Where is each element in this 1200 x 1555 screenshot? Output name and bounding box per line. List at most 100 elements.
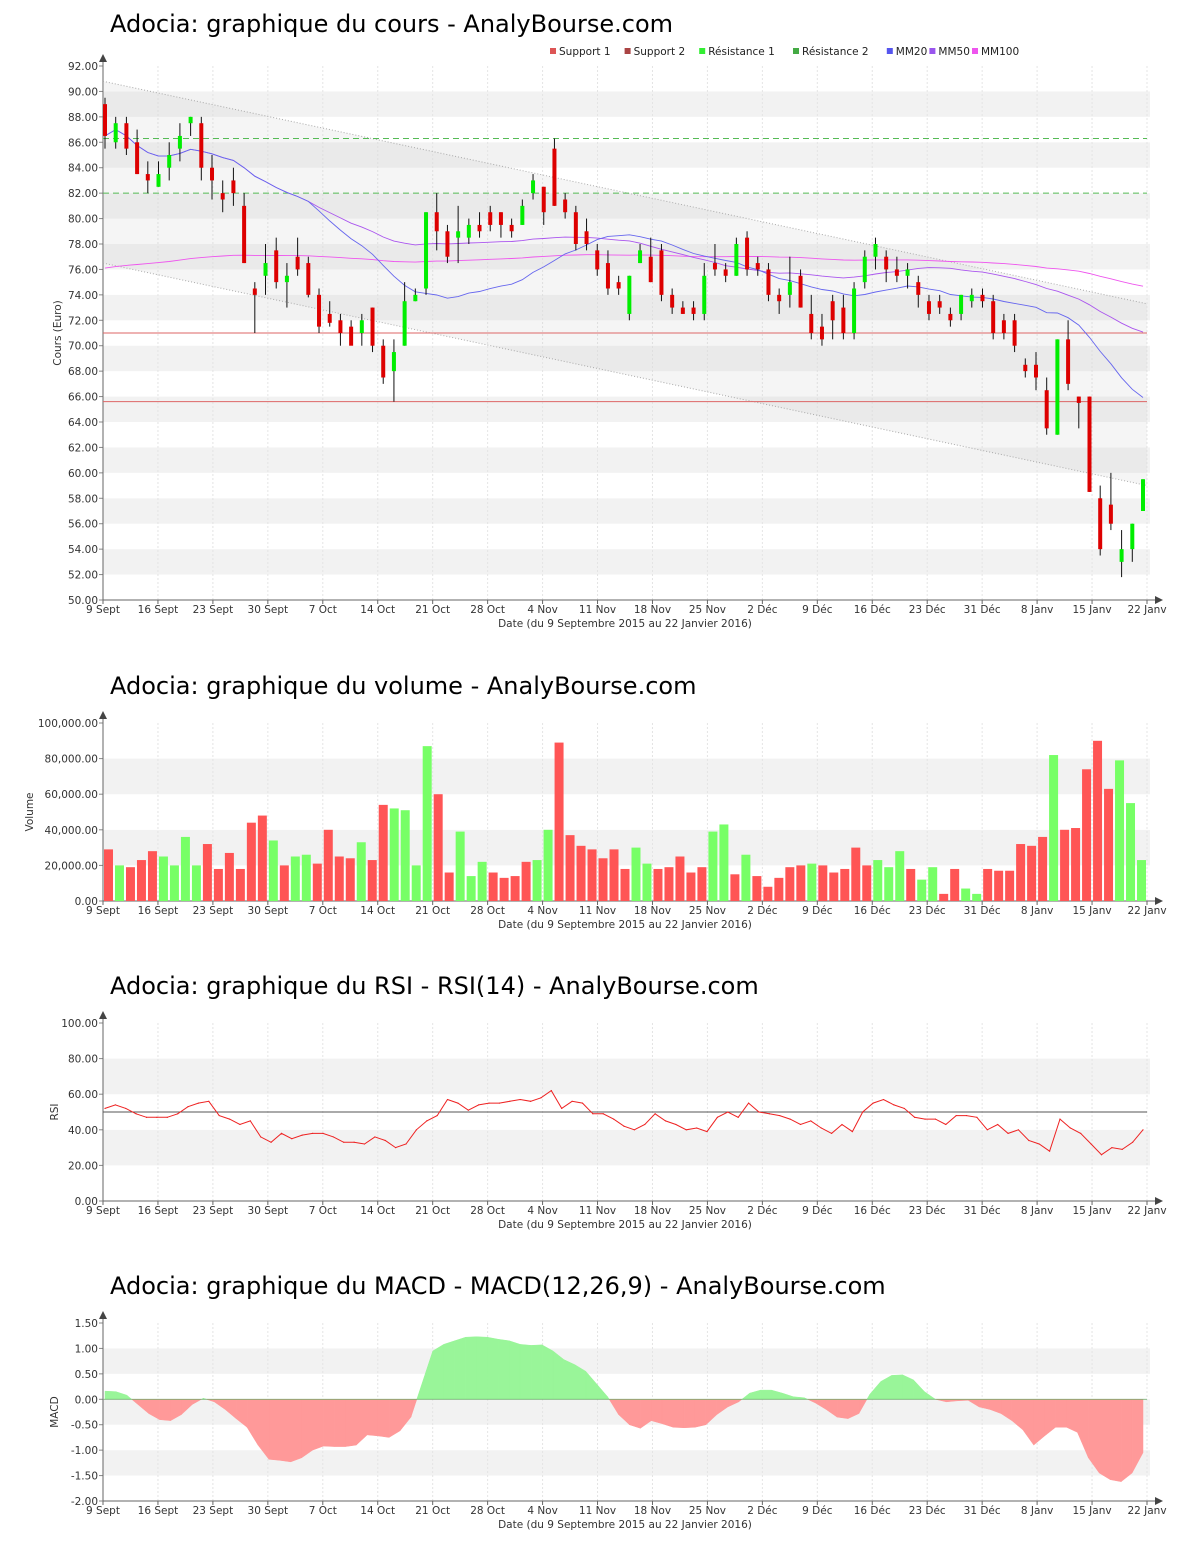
volume-bar xyxy=(785,867,795,901)
rsi-y-axis-label: RSI xyxy=(49,1103,61,1120)
volume-y-tick-label: 100,000.00 xyxy=(38,718,98,730)
rsi-point xyxy=(395,1147,397,1149)
rsi-point xyxy=(280,1132,283,1134)
candle-body xyxy=(809,313,814,333)
rsi-x-tick-label: 9 Déc xyxy=(802,1205,833,1217)
candle-body xyxy=(327,313,332,323)
candle-body xyxy=(798,275,803,308)
rsi-y-tick-label: 80.00 xyxy=(68,1054,98,1066)
volume-bar xyxy=(169,865,179,901)
macd-x-tick-label: 14 Oct xyxy=(360,1505,395,1517)
candle-body xyxy=(381,345,386,378)
volume-x-tick-label: 9 Sept xyxy=(86,905,120,917)
macd-x-tick-label: 31 Déc xyxy=(964,1505,1001,1517)
rsi-point xyxy=(114,1104,116,1106)
volume-bar xyxy=(136,860,146,901)
rsi-point xyxy=(384,1139,386,1142)
macd-area-segment xyxy=(509,1340,521,1400)
rsi-point xyxy=(166,1116,168,1118)
volume-grid-band xyxy=(103,758,1150,795)
macd-y-tick-label: -1.50 xyxy=(71,1471,98,1483)
price-x-tick-label: 30 Sept xyxy=(248,604,289,616)
rsi-x-tick-label: 9 Sept xyxy=(86,1205,120,1217)
rsi-point xyxy=(602,1113,604,1115)
rsi-point xyxy=(509,1100,511,1102)
candle-body xyxy=(723,269,728,276)
rsi-point xyxy=(125,1107,127,1110)
volume-y-tick-label: 20,000.00 xyxy=(45,860,98,872)
macd-x-tick-label: 16 Sept xyxy=(138,1505,179,1517)
rsi-point xyxy=(862,1111,864,1113)
macd-area-segment xyxy=(1055,1399,1067,1428)
price-y-tick-label: 72.00 xyxy=(68,315,98,327)
candle-body xyxy=(1076,396,1081,403)
candle-body xyxy=(242,205,247,264)
macd-y-tick-label: 0.00 xyxy=(75,1394,98,1406)
rsi-point xyxy=(623,1125,625,1127)
macd-area-segment xyxy=(760,1389,772,1400)
macd-area-segment xyxy=(465,1336,477,1400)
price-grid-band xyxy=(103,396,1150,422)
volume-x-tick-label: 25 Nov xyxy=(689,905,726,917)
price-grid-band xyxy=(103,498,1150,524)
rsi-point xyxy=(976,1116,978,1118)
volume-bar xyxy=(1005,870,1015,901)
candle-body xyxy=(1001,320,1006,333)
rsi-point xyxy=(322,1132,324,1134)
macd-area-segment xyxy=(651,1399,663,1425)
rsi-point xyxy=(831,1132,833,1134)
volume-x-tick-label: 16 Déc xyxy=(854,905,891,917)
macd-area-segment xyxy=(836,1399,849,1419)
price-y-tick-label: 62.00 xyxy=(68,442,98,454)
rsi-point xyxy=(529,1100,532,1102)
volume-y-tick-label: 80,000.00 xyxy=(45,754,98,766)
candle-body xyxy=(1066,339,1071,384)
price-grid-band xyxy=(103,294,1150,321)
candle-body xyxy=(135,142,140,175)
rsi-point xyxy=(270,1141,272,1143)
macd-grid-band xyxy=(103,1450,1150,1476)
legend-swatch xyxy=(550,48,556,54)
rsi-x-tick-label: 28 Oct xyxy=(470,1205,505,1217)
volume-bar xyxy=(312,863,322,901)
rsi-x-tick-label: 21 Oct xyxy=(415,1205,450,1217)
price-x-tick-label: 16 Sept xyxy=(138,604,179,616)
price-y-tick-label: 78.00 xyxy=(68,239,98,251)
volume-bar xyxy=(752,876,762,901)
volume-bar xyxy=(290,856,300,901)
candle-body xyxy=(252,288,257,295)
volume-x-tick-label: 4 Nov xyxy=(527,905,558,917)
rsi-point xyxy=(426,1120,428,1122)
macd-area-segment xyxy=(290,1399,302,1463)
candle-body xyxy=(317,294,322,327)
price-x-tick-label: 9 Déc xyxy=(802,604,833,616)
price-y-tick-label: 50.00 xyxy=(68,595,98,607)
rsi-point xyxy=(633,1129,635,1131)
trend-channel-lower xyxy=(102,262,1148,487)
rsi-point xyxy=(758,1111,760,1113)
volume-x-tick-label: 11 Nov xyxy=(579,905,616,917)
volume-x-tick-label: 22 Janv xyxy=(1127,905,1166,917)
rsi-point xyxy=(613,1118,615,1120)
rsi-x-tick-label: 7 Oct xyxy=(309,1205,337,1217)
rsi-chart-title: Adocia: graphique du RSI - RSI(14) - Ana… xyxy=(110,972,759,1000)
price-grid-band xyxy=(103,549,1150,575)
volume-bar xyxy=(422,746,432,901)
candle-body xyxy=(199,123,204,168)
legend-swatch xyxy=(699,48,706,54)
rsi-point xyxy=(363,1143,366,1145)
rsi-point xyxy=(945,1123,947,1126)
volume-bar xyxy=(818,865,828,901)
legend-label: MM100 xyxy=(981,46,1019,58)
volume-bar xyxy=(202,844,212,901)
rsi-point xyxy=(1090,1143,1092,1145)
macd-x-tick-label: 9 Sept xyxy=(86,1505,120,1517)
volume-x-tick-label: 31 Déc xyxy=(964,905,1001,917)
rsi-point xyxy=(851,1130,853,1133)
price-grid-band xyxy=(103,523,1150,550)
candle-body xyxy=(445,231,450,257)
volume-x-axis-arrow xyxy=(1155,897,1163,905)
volume-bar xyxy=(1060,829,1070,901)
rsi-point xyxy=(436,1114,438,1117)
candle-body xyxy=(777,294,782,302)
